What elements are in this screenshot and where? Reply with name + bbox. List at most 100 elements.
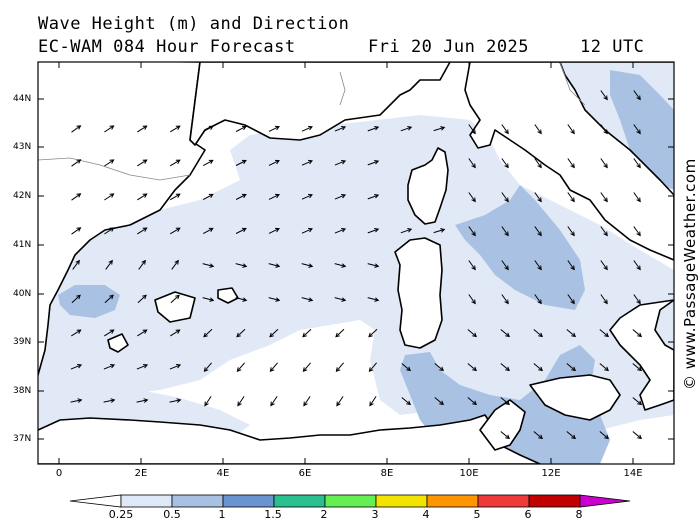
- wave-arrow: [334, 160, 346, 166]
- wave-arrow-head: [174, 259, 179, 265]
- wave-arrow-head: [242, 263, 248, 268]
- wave-arrow: [468, 124, 476, 134]
- wave-arrow-head: [242, 297, 248, 302]
- wave-arrow-head: [504, 129, 509, 135]
- wave-arrow-head: [637, 366, 642, 372]
- colorbar-segment: [120, 494, 173, 508]
- wave-arrow: [632, 329, 642, 337]
- wave-arrow-head: [335, 367, 341, 372]
- wave-arrow: [71, 294, 81, 304]
- wave-arrow: [104, 329, 114, 337]
- chart-title: Wave Height (m) and Direction: [38, 14, 350, 34]
- wave-arrow-head: [636, 231, 641, 237]
- wave-arrow-head: [341, 126, 347, 131]
- wave-arrow: [169, 399, 181, 403]
- colorbar-label: 3: [371, 508, 379, 521]
- corsica-coast: [407, 147, 449, 225]
- wave-arrow-head: [471, 163, 476, 169]
- calabria-coast: [609, 299, 674, 411]
- wave-arrow-head: [204, 401, 209, 407]
- wave-arrow-head: [109, 294, 114, 300]
- wave-arrow: [268, 228, 280, 234]
- wave-arrow-head: [440, 126, 446, 131]
- wave-arrow: [567, 124, 575, 134]
- sardinia-coast: [394, 237, 443, 349]
- colorbar-segment: [171, 494, 224, 508]
- wave-arrow-head: [203, 367, 209, 372]
- wave-arrow-head: [274, 193, 280, 199]
- wave-arrow-head: [308, 159, 313, 165]
- wave-arrow-head: [369, 401, 374, 407]
- wave-arrow: [334, 228, 346, 234]
- wave-arrow: [599, 363, 609, 371]
- wave-arrow-head: [308, 263, 314, 268]
- wave-arrow: [202, 227, 214, 235]
- colorbar-segment: [477, 494, 530, 508]
- lat-label: 44N: [13, 94, 32, 104]
- wave-arrow-head: [537, 129, 542, 135]
- wave-arrow-head: [571, 332, 576, 338]
- wave-arrow-head: [505, 434, 510, 440]
- wave-arrow-head: [537, 299, 542, 305]
- wave-arrow: [268, 126, 280, 132]
- wave-arrow-head: [175, 159, 181, 164]
- wave-arrow-head: [270, 401, 275, 407]
- wave-arrow-head: [636, 95, 641, 101]
- wave-arrow: [534, 294, 542, 304]
- wave-arrow: [633, 260, 641, 270]
- wave-arrow-head: [308, 227, 313, 233]
- colorbar-label: 0.25: [108, 508, 134, 521]
- wave-arrow-head: [374, 297, 380, 302]
- wave-zone-medium-tyrrhenian: [455, 185, 585, 310]
- wave-arrow-head: [570, 163, 575, 169]
- borders: [37, 61, 586, 181]
- wave-arrow: [202, 125, 214, 133]
- wave-arrow-head: [439, 366, 444, 372]
- wave-arrow: [501, 294, 509, 304]
- wave-arrow: [301, 126, 313, 132]
- wave-arrow: [334, 194, 346, 200]
- lat-label: 42N: [13, 191, 32, 201]
- colorbar-label: 6: [524, 508, 532, 521]
- wave-arrow-head: [538, 366, 543, 372]
- wave-arrow-head: [175, 193, 181, 198]
- wave-arrow-head: [439, 400, 444, 406]
- forecast-time: 12 UTC: [580, 37, 645, 57]
- wave-arrow-head: [275, 297, 281, 302]
- wave-arrow-head: [570, 299, 575, 305]
- wave-direction-arrows: [70, 90, 642, 440]
- wave-arrow: [334, 297, 346, 301]
- wave-arrow: [237, 362, 245, 372]
- wave-arrow-head: [237, 401, 242, 407]
- wave-arrow-head: [142, 329, 148, 334]
- wave-arrow-head: [175, 329, 181, 334]
- wave-arrow: [169, 125, 181, 133]
- wave-arrow: [500, 329, 510, 337]
- wave-arrow: [335, 328, 345, 338]
- wave-arrow: [235, 228, 247, 234]
- wave-arrow-head: [604, 434, 609, 440]
- wave-arrow: [567, 226, 575, 236]
- wave-arrow-head: [570, 265, 575, 271]
- wave-arrow: [501, 124, 509, 134]
- wave-arrow-head: [109, 125, 115, 130]
- wave-arrow: [137, 294, 147, 304]
- wave-arrow: [204, 396, 212, 406]
- wave-arrow: [566, 329, 576, 337]
- wave-arrow-head: [76, 329, 82, 334]
- wave-arrow: [632, 397, 642, 405]
- wave-arrow-head: [407, 126, 413, 131]
- wave-arrow: [202, 159, 214, 167]
- wave-arrow-head: [471, 265, 476, 271]
- lon-label: 2E: [134, 468, 148, 479]
- wave-arrow-head: [236, 367, 242, 372]
- wave-arrow-head: [176, 364, 182, 369]
- wave-arrow: [336, 362, 344, 372]
- wave-arrow: [501, 192, 509, 202]
- site-credit: © www.PassageWeather.com: [681, 158, 699, 390]
- wave-arrow: [169, 193, 181, 201]
- wave-arrow: [334, 126, 346, 132]
- wave-arrow: [302, 328, 312, 338]
- wave-arrow-head: [142, 159, 148, 164]
- wave-arrow-head: [109, 193, 115, 198]
